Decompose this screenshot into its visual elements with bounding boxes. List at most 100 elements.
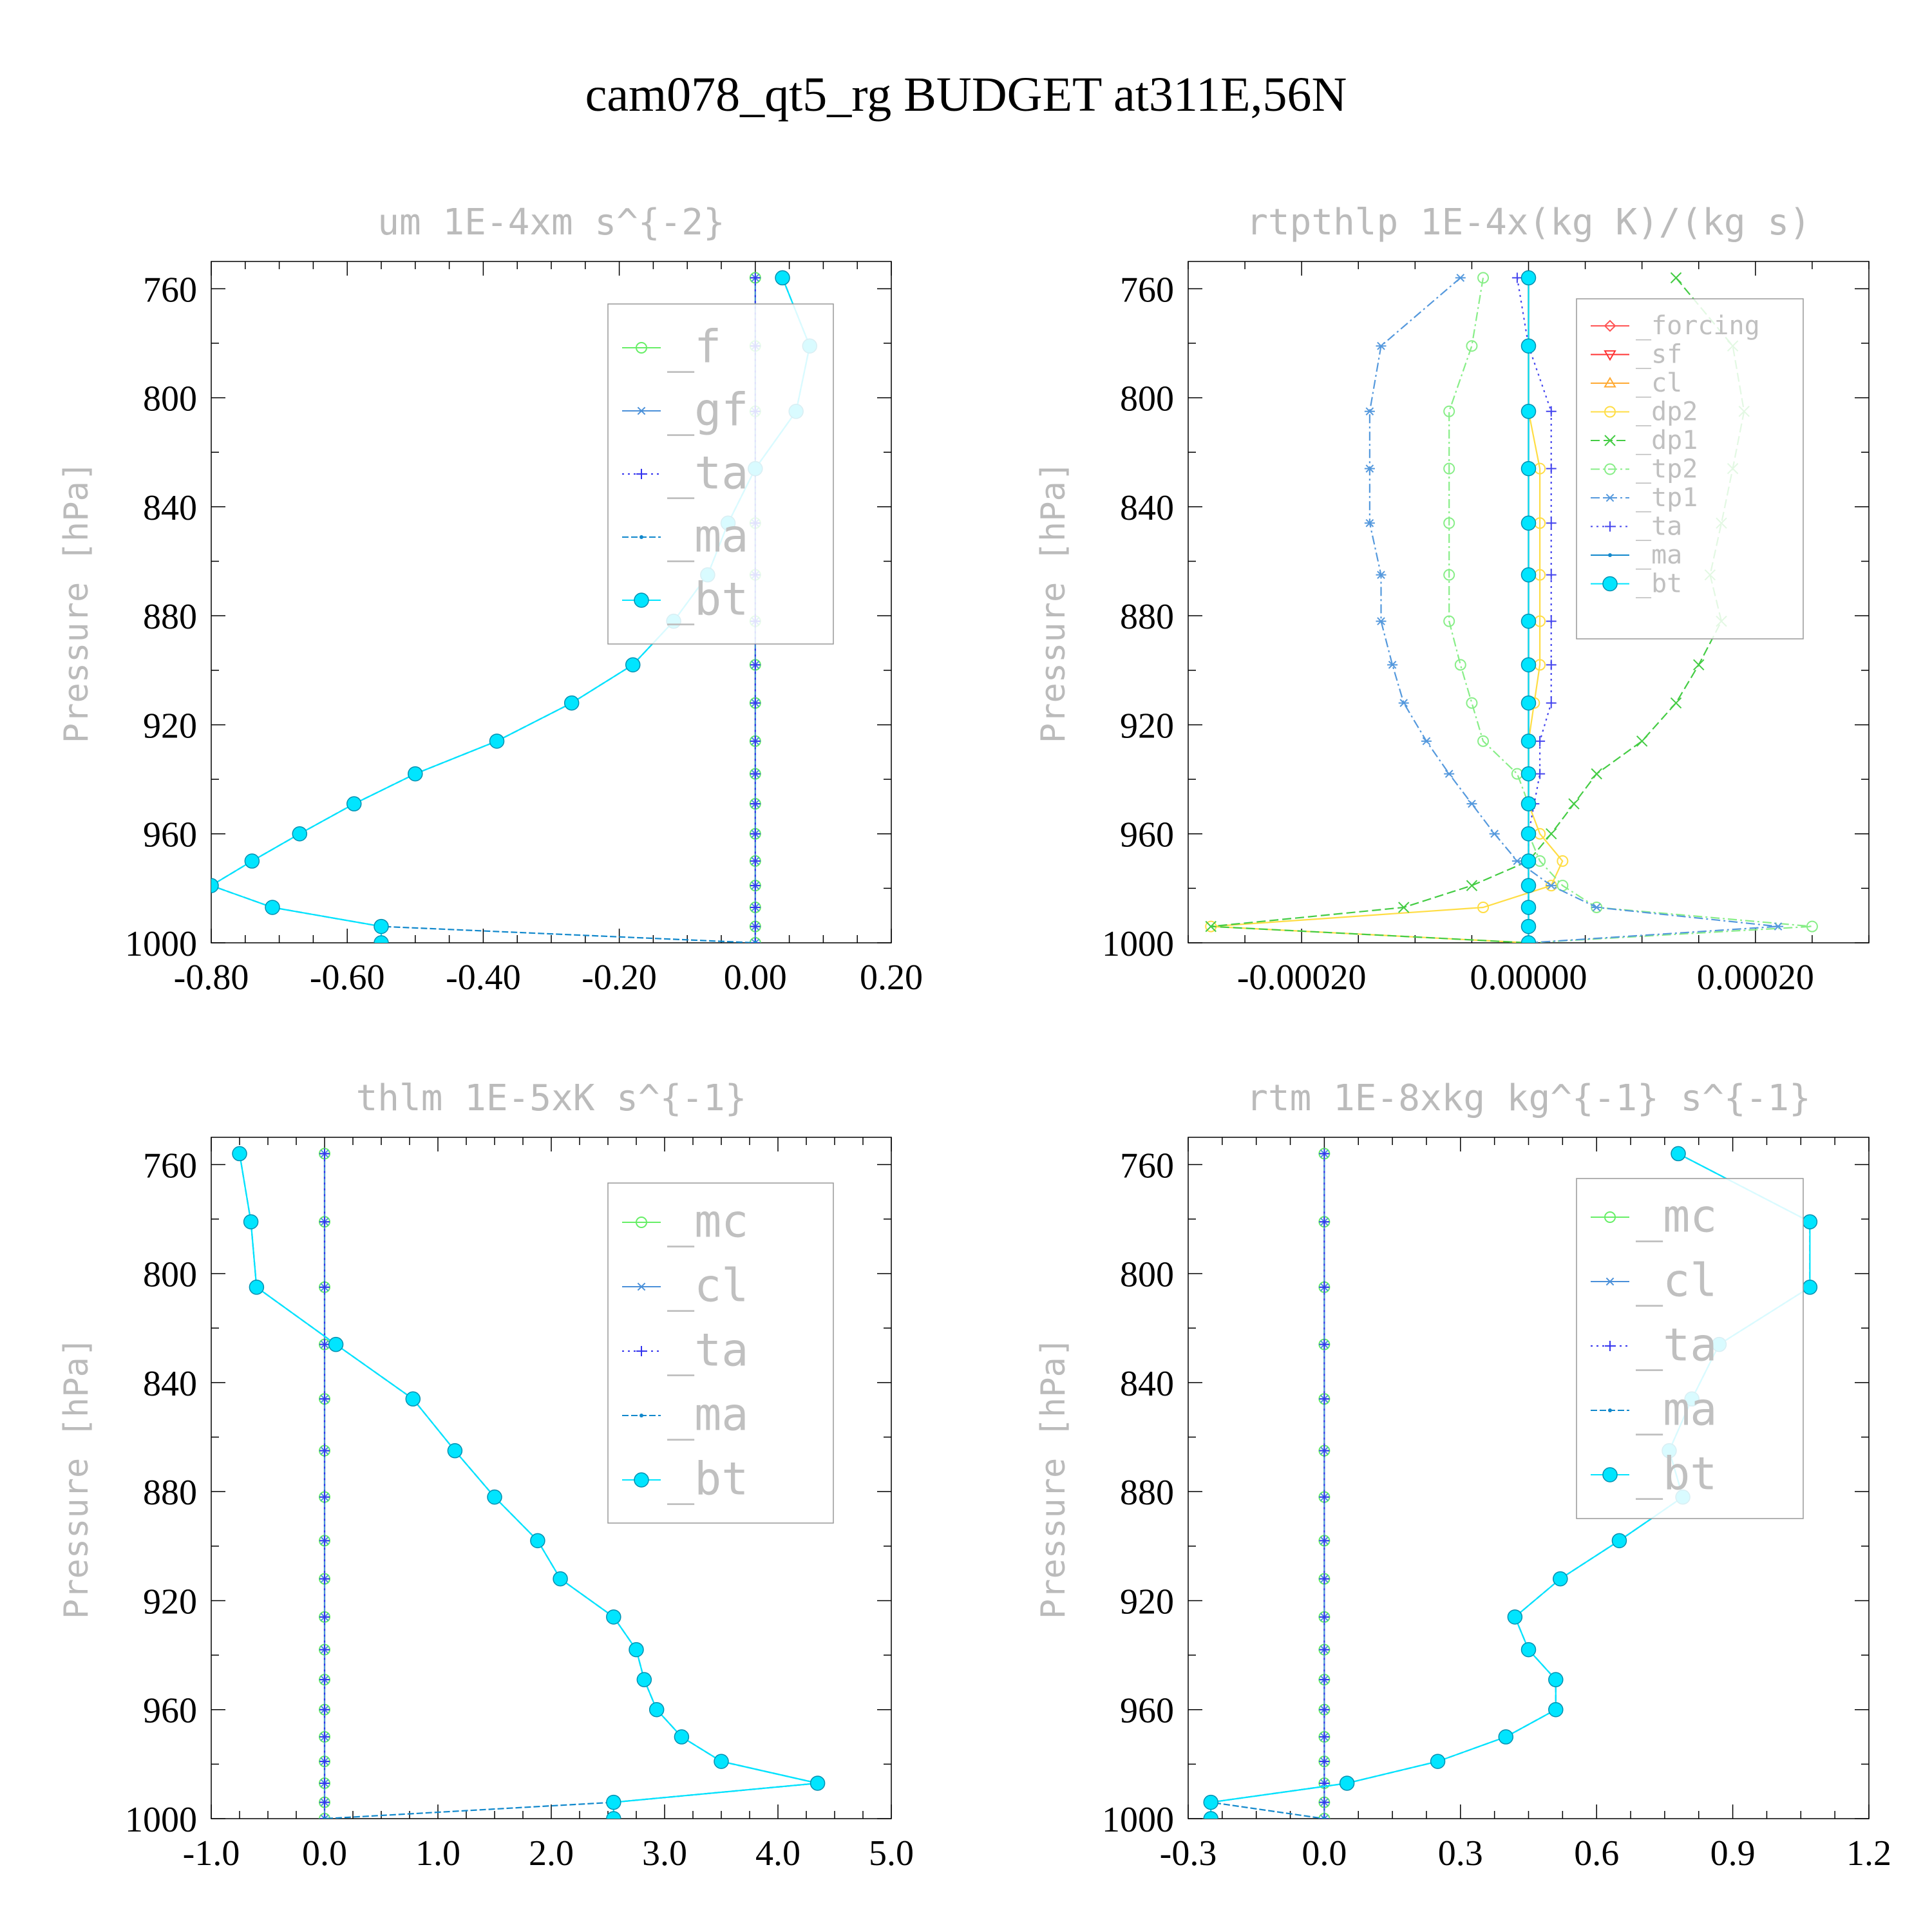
data-point bbox=[323, 1817, 327, 1819]
legend-label: _ma bbox=[1636, 1383, 1717, 1435]
data-point bbox=[319, 1704, 330, 1715]
data-point bbox=[1322, 1817, 1327, 1819]
data-point bbox=[1477, 272, 1490, 284]
legend-marker bbox=[1605, 1277, 1615, 1286]
data-point bbox=[629, 1642, 644, 1658]
data-point bbox=[1520, 657, 1537, 673]
panel-title: rtm 1E-8xkg kg^{-1} s^{-1} bbox=[1246, 1077, 1811, 1119]
y-tick-label: 1000 bbox=[1102, 1800, 1174, 1840]
x-tick-label: 0.0 bbox=[302, 1833, 347, 1873]
legend-label: _mc bbox=[1636, 1189, 1717, 1242]
data-point bbox=[1520, 404, 1537, 419]
legend-item: _cl bbox=[1591, 1254, 1717, 1307]
legend-item: _bt bbox=[622, 573, 748, 625]
x-tick-label: 0.6 bbox=[1574, 1833, 1619, 1873]
x-tick-label: 0.00000 bbox=[1470, 958, 1587, 998]
data-point bbox=[1520, 826, 1537, 842]
data-point bbox=[1548, 1701, 1564, 1718]
data-point bbox=[319, 1573, 330, 1584]
y-tick-label: 960 bbox=[1120, 1691, 1174, 1731]
data-point bbox=[1203, 1794, 1218, 1810]
y-tick-label: 880 bbox=[1120, 1473, 1174, 1513]
legend-marker bbox=[634, 1472, 649, 1488]
data-point bbox=[1511, 272, 1522, 283]
legend-item: _ta bbox=[622, 446, 748, 499]
data-point bbox=[408, 766, 423, 782]
y-axis-label: Pressure [hPa] bbox=[1034, 1337, 1073, 1619]
y-tick-label: 840 bbox=[1120, 488, 1174, 528]
data-point bbox=[1319, 1756, 1330, 1767]
y-tick-label: 800 bbox=[143, 379, 197, 419]
data-point bbox=[1319, 1611, 1330, 1622]
data-point bbox=[1520, 935, 1537, 943]
legend-item: _cl bbox=[1591, 368, 1682, 398]
data-point bbox=[1520, 695, 1537, 711]
data-point bbox=[1364, 407, 1375, 416]
data-point bbox=[292, 826, 308, 842]
series-dp2 bbox=[1205, 272, 1569, 943]
x-tick-label: 1.2 bbox=[1846, 1833, 1891, 1873]
data-point bbox=[319, 1611, 330, 1622]
plot-area bbox=[232, 1146, 826, 1819]
data-point bbox=[1319, 1217, 1330, 1227]
data-point bbox=[1535, 768, 1546, 779]
data-point bbox=[1553, 1571, 1568, 1587]
y-tick-label: 960 bbox=[143, 815, 197, 855]
data-point bbox=[1319, 1814, 1330, 1819]
legend-marker bbox=[1604, 435, 1616, 446]
legend: _mc _cl _ta _ma _bt bbox=[1576, 1178, 1804, 1519]
y-tick-label: 800 bbox=[1120, 379, 1174, 419]
data-point bbox=[319, 1217, 330, 1227]
data-point bbox=[1376, 617, 1387, 625]
data-point bbox=[750, 272, 761, 283]
data-point bbox=[1466, 799, 1477, 808]
legend-marker bbox=[639, 535, 643, 539]
legend-label: _cl bbox=[1636, 368, 1682, 398]
data-point bbox=[1670, 697, 1682, 709]
legend-label: _ta bbox=[667, 446, 748, 499]
data-point bbox=[1546, 881, 1557, 890]
data-point bbox=[750, 735, 761, 746]
legend-item: _mc bbox=[1591, 1189, 1717, 1242]
legend-item: _dp1 bbox=[1591, 426, 1698, 455]
data-point bbox=[1591, 768, 1602, 780]
legend-label: _mc bbox=[667, 1195, 748, 1247]
data-point bbox=[1498, 1729, 1514, 1745]
legend-marker bbox=[636, 469, 647, 479]
data-point bbox=[1319, 1394, 1330, 1405]
data-point bbox=[1489, 829, 1500, 838]
y-tick-label: 760 bbox=[1120, 1146, 1174, 1186]
legend-label: _bt bbox=[1636, 1447, 1717, 1500]
legend-item: _ma bbox=[622, 509, 748, 562]
legend-marker bbox=[636, 1282, 647, 1291]
panel-title: thlm 1E-5xK s^{-1} bbox=[356, 1077, 747, 1119]
data-point bbox=[319, 1756, 330, 1767]
legend-marker bbox=[1608, 553, 1612, 557]
data-point bbox=[1520, 613, 1537, 629]
legend-item: _tp2 bbox=[1591, 454, 1698, 484]
legend-item: _ta bbox=[622, 1323, 748, 1376]
legend-label: _ta bbox=[1636, 1318, 1717, 1371]
data-point bbox=[1520, 515, 1537, 531]
data-point bbox=[1802, 1214, 1818, 1229]
data-point bbox=[1443, 405, 1455, 417]
y-tick-label: 920 bbox=[143, 706, 197, 746]
data-point bbox=[265, 900, 280, 915]
data-point bbox=[1444, 770, 1455, 778]
data-point bbox=[1319, 1573, 1330, 1584]
data-point bbox=[1693, 659, 1705, 671]
panel-title: rtpthlp 1E-4x(kg K)/(kg s) bbox=[1246, 202, 1811, 243]
x-tick-label: 5.0 bbox=[869, 1833, 914, 1873]
data-point bbox=[249, 1280, 265, 1295]
legend-box bbox=[607, 1182, 834, 1524]
data-point bbox=[530, 1533, 545, 1549]
figure-title: cam078_qt5_rg BUDGET at311E,56N bbox=[585, 68, 1347, 122]
legend-label: _bt bbox=[667, 1452, 748, 1505]
panel-4: rtm 1E-8xkg kg^{-1} s^{-1} Pressure [hPa]… bbox=[1034, 1077, 1891, 1873]
data-point bbox=[564, 695, 580, 711]
x-tick-label: -0.40 bbox=[446, 958, 521, 998]
legend-item: _gf bbox=[622, 383, 748, 436]
data-point bbox=[1520, 918, 1537, 934]
data-point bbox=[1364, 464, 1375, 473]
data-point bbox=[1455, 274, 1466, 282]
